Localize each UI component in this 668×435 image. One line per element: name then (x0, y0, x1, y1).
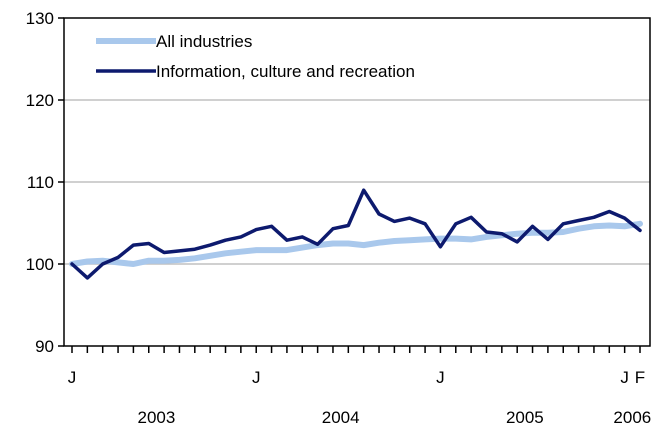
y-tick-label-90: 90 (35, 337, 54, 356)
y-tick-label-120: 120 (26, 91, 54, 110)
legend-label-all-industries: All industries (156, 32, 252, 51)
legend-label-information-culture-recreation: Information, culture and recreation (156, 62, 415, 81)
series-layer (69, 188, 643, 280)
y-tick-label-100: 100 (26, 255, 54, 274)
x-tick-label-j-36: J (620, 368, 629, 387)
year-label-2004: 2004 (322, 408, 360, 427)
series-line-information-culture-recreation (70, 188, 642, 280)
year-label-2006: 2006 (613, 408, 651, 427)
series-line-all-industries (69, 220, 643, 267)
x-tick-label-j-0: J (68, 368, 77, 387)
year-label-2003: 2003 (138, 408, 176, 427)
y-tick-label-110: 110 (27, 173, 54, 192)
gridlines (64, 99, 650, 265)
y-tick-label-130: 130 (26, 9, 54, 28)
x-tick-label-j-24: J (436, 368, 445, 387)
legend: All industries Information, culture and … (96, 32, 415, 81)
x-tick-label-j-12: J (252, 368, 261, 387)
x-tick-label-f-37: F (635, 368, 645, 387)
year-label-2005: 2005 (506, 408, 544, 427)
